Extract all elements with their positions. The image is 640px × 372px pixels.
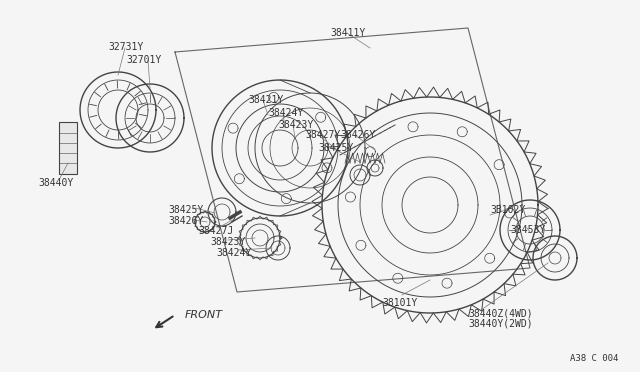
Text: 38424Y: 38424Y	[268, 108, 303, 118]
Text: 32701Y: 32701Y	[126, 55, 161, 65]
Text: 38453Y: 38453Y	[510, 225, 545, 235]
Text: 38426Y: 38426Y	[340, 130, 375, 140]
Text: 38424Y: 38424Y	[216, 248, 252, 258]
Text: 38423Y: 38423Y	[210, 237, 245, 247]
Text: 38425Y: 38425Y	[318, 143, 353, 153]
Bar	[59, 122, 77, 174]
Text: 38101Y: 38101Y	[382, 298, 417, 308]
Text: 38421Y: 38421Y	[248, 95, 284, 105]
Text: 38440Y(2WD): 38440Y(2WD)	[468, 319, 532, 329]
Text: FRONT: FRONT	[185, 310, 223, 320]
Text: 38426Y: 38426Y	[168, 216, 204, 226]
Text: 38440Z(4WD): 38440Z(4WD)	[468, 308, 532, 318]
Text: 38427Y: 38427Y	[305, 130, 340, 140]
Text: 38411Y: 38411Y	[330, 28, 365, 38]
Text: 38440Y: 38440Y	[38, 178, 73, 188]
Text: 38427J: 38427J	[198, 226, 233, 236]
Text: 38425Y: 38425Y	[168, 205, 204, 215]
Text: 38423Y: 38423Y	[278, 120, 313, 130]
Text: 3B102Y: 3B102Y	[490, 205, 525, 215]
Text: 32731Y: 32731Y	[108, 42, 143, 52]
Text: A38 C 004: A38 C 004	[570, 354, 618, 363]
